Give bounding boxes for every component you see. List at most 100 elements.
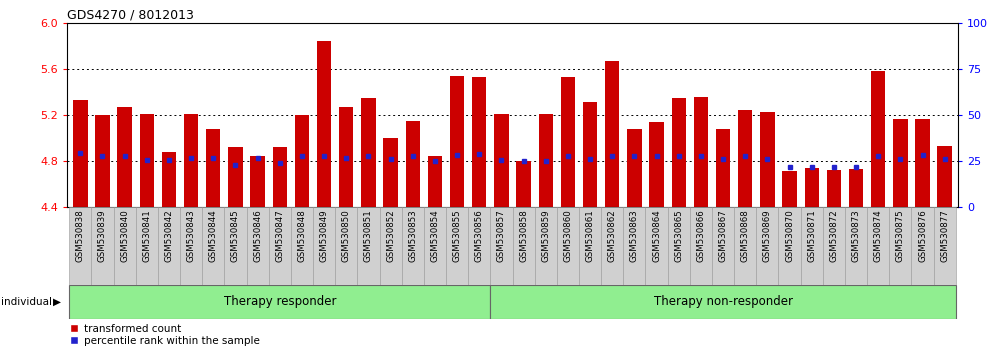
Bar xyxy=(69,285,490,319)
Bar xyxy=(712,207,734,285)
Bar xyxy=(557,207,579,285)
Text: GSM530864: GSM530864 xyxy=(652,210,661,262)
Text: GSM530855: GSM530855 xyxy=(453,210,462,262)
Text: GSM530867: GSM530867 xyxy=(719,210,728,262)
Text: GSM530863: GSM530863 xyxy=(630,210,639,262)
Bar xyxy=(406,121,420,207)
Bar xyxy=(184,114,198,207)
Text: GSM530876: GSM530876 xyxy=(918,210,927,262)
Bar xyxy=(224,207,247,285)
Text: GSM530838: GSM530838 xyxy=(76,210,85,262)
Text: GSM530857: GSM530857 xyxy=(497,210,506,262)
Bar xyxy=(539,114,553,207)
Text: GSM530843: GSM530843 xyxy=(187,210,196,262)
Bar xyxy=(627,129,642,207)
Text: Therapy non-responder: Therapy non-responder xyxy=(654,295,793,308)
Text: GSM530852: GSM530852 xyxy=(386,210,395,262)
Bar xyxy=(716,129,730,207)
Bar xyxy=(273,147,287,207)
Text: GSM530846: GSM530846 xyxy=(253,210,262,262)
Bar xyxy=(206,129,220,207)
Text: GSM530865: GSM530865 xyxy=(674,210,683,262)
Bar xyxy=(95,115,110,207)
Text: GSM530841: GSM530841 xyxy=(142,210,151,262)
Bar xyxy=(91,207,114,285)
Text: GSM530861: GSM530861 xyxy=(586,210,595,262)
Bar xyxy=(738,110,752,207)
Bar xyxy=(269,207,291,285)
Bar xyxy=(579,207,601,285)
Bar xyxy=(801,207,823,285)
Bar xyxy=(583,102,597,207)
Text: GSM530877: GSM530877 xyxy=(940,210,949,262)
Legend: transformed count, percentile rank within the sample: transformed count, percentile rank withi… xyxy=(70,324,260,346)
Bar xyxy=(450,76,464,207)
Text: GSM530862: GSM530862 xyxy=(608,210,617,262)
Bar xyxy=(827,170,841,207)
Text: GSM530856: GSM530856 xyxy=(475,210,484,262)
Bar xyxy=(180,207,202,285)
Text: GSM530868: GSM530868 xyxy=(741,210,750,262)
Bar xyxy=(911,207,934,285)
Bar xyxy=(424,207,446,285)
Text: GSM530871: GSM530871 xyxy=(807,210,816,262)
Bar xyxy=(250,156,265,207)
Bar xyxy=(867,207,889,285)
Bar xyxy=(849,169,863,207)
Bar xyxy=(782,171,797,207)
Text: Therapy responder: Therapy responder xyxy=(224,295,336,308)
Text: GSM530844: GSM530844 xyxy=(209,210,218,262)
Text: GSM530870: GSM530870 xyxy=(785,210,794,262)
Text: GSM530873: GSM530873 xyxy=(852,210,861,262)
Bar xyxy=(823,207,845,285)
Bar xyxy=(73,100,88,207)
Text: GSM530847: GSM530847 xyxy=(275,210,284,262)
Bar xyxy=(158,207,180,285)
Bar xyxy=(915,119,930,207)
Bar xyxy=(516,161,531,207)
Bar xyxy=(228,147,243,207)
Text: GSM530842: GSM530842 xyxy=(164,210,173,262)
Bar xyxy=(672,98,686,207)
Bar xyxy=(937,146,952,207)
Text: GSM530851: GSM530851 xyxy=(364,210,373,262)
Bar xyxy=(561,77,575,207)
Text: GDS4270 / 8012013: GDS4270 / 8012013 xyxy=(67,9,194,22)
Text: GSM530875: GSM530875 xyxy=(896,210,905,262)
Bar xyxy=(535,207,557,285)
Text: GSM530866: GSM530866 xyxy=(696,210,705,262)
Bar xyxy=(893,119,908,207)
Bar xyxy=(317,41,331,207)
Bar xyxy=(357,207,380,285)
Bar xyxy=(490,285,956,319)
Bar xyxy=(760,112,775,207)
Bar xyxy=(446,207,468,285)
Bar xyxy=(690,207,712,285)
Bar xyxy=(117,107,132,207)
Bar xyxy=(668,207,690,285)
Bar xyxy=(472,77,486,207)
Text: GSM530860: GSM530860 xyxy=(563,210,572,262)
Bar xyxy=(734,207,756,285)
Bar xyxy=(889,207,911,285)
Bar xyxy=(694,97,708,207)
Bar xyxy=(361,98,376,207)
Text: GSM530874: GSM530874 xyxy=(874,210,883,262)
Bar xyxy=(136,207,158,285)
Bar xyxy=(623,207,645,285)
Bar xyxy=(402,207,424,285)
Bar xyxy=(428,156,442,207)
Bar xyxy=(605,61,619,207)
Bar xyxy=(494,114,509,207)
Text: GSM530853: GSM530853 xyxy=(408,210,417,262)
Bar xyxy=(383,138,398,207)
Text: GSM530849: GSM530849 xyxy=(320,210,329,262)
Bar xyxy=(871,72,885,207)
Bar xyxy=(202,207,224,285)
Bar xyxy=(756,207,778,285)
Bar xyxy=(114,207,136,285)
Text: GSM530872: GSM530872 xyxy=(829,210,838,262)
Bar xyxy=(934,207,956,285)
Bar xyxy=(247,207,269,285)
Text: GSM530839: GSM530839 xyxy=(98,210,107,262)
